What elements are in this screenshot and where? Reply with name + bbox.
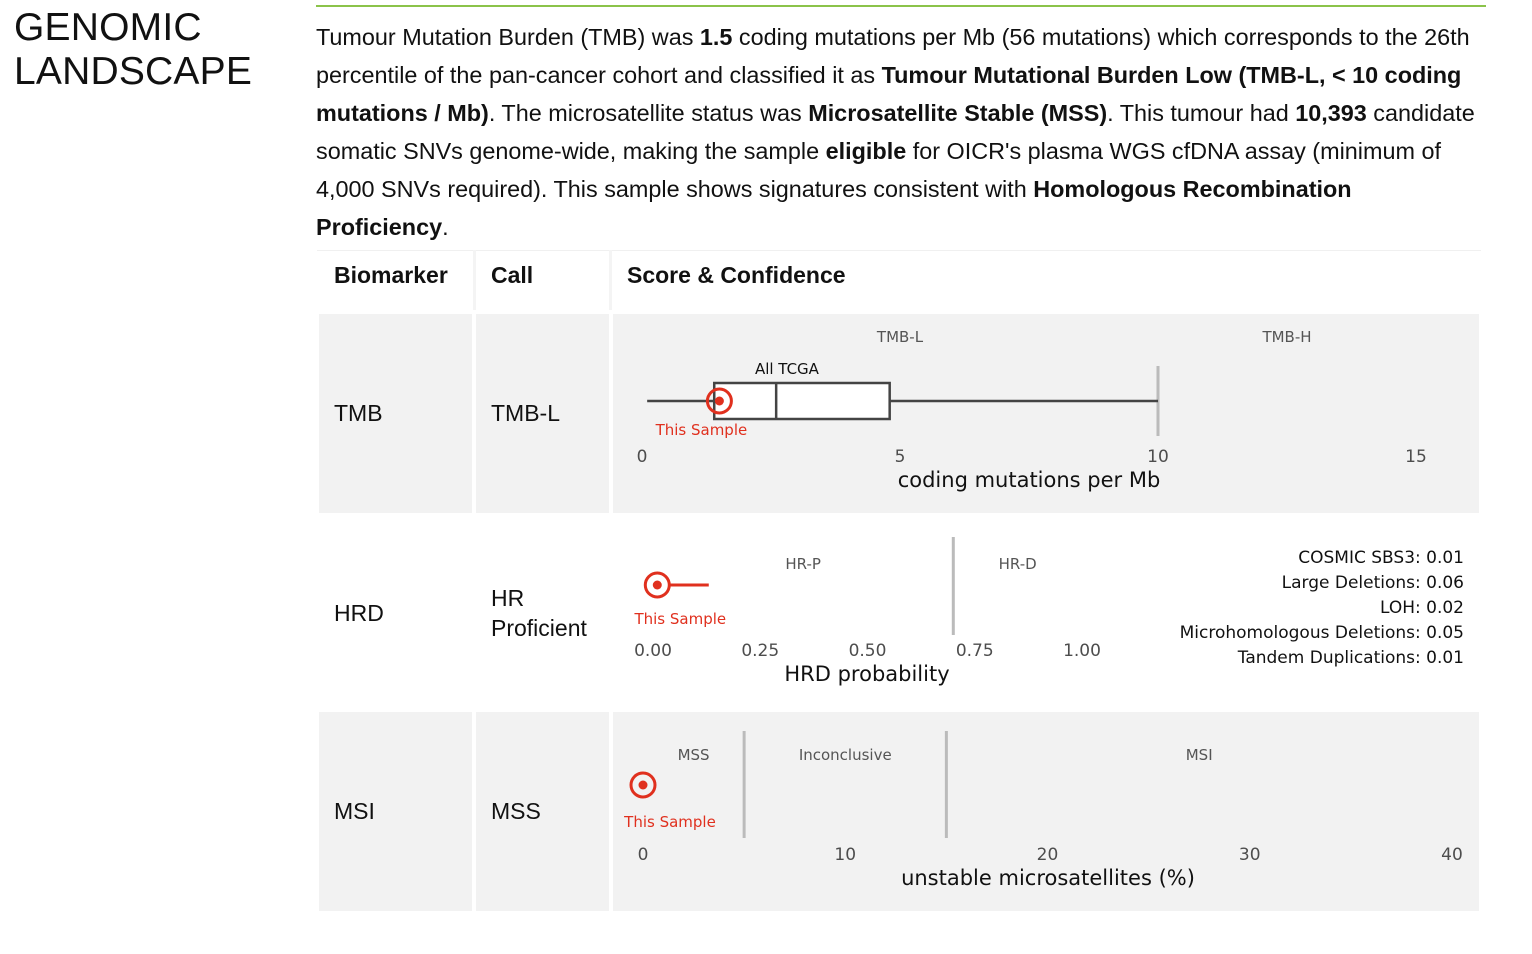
msi-sample-ring (629, 771, 657, 799)
hrd-sample-point (652, 580, 662, 590)
region-label: MSS (678, 746, 710, 764)
row-msi-score-cell (613, 712, 1479, 911)
x-axis-label: HRD probability (784, 662, 949, 686)
snv-count: 10,393 (1295, 100, 1367, 126)
x-tick-label: 0.50 (849, 641, 887, 661)
section-title: GENOMIC LANDSCAPE (14, 6, 252, 94)
summary-text: . (442, 214, 449, 240)
msi-sample-point (638, 780, 648, 790)
section-divider (316, 5, 1486, 7)
summary-text: for OICR's plasma WGS cfDNA assay (minim… (316, 138, 1441, 202)
msi-chart: MSS Inconclusive MSI This Sample 0 10 20 30 40 un… (623, 731, 1463, 890)
x-tick-label: 15 (1405, 447, 1427, 467)
msi-classification: Microsatellite Stable (MSS) (808, 100, 1108, 126)
x-tick-label: 1.00 (1063, 641, 1101, 661)
header-call: Call (491, 262, 534, 288)
header-top-border (317, 250, 1481, 251)
row-hrd-call-line1: HR (491, 585, 525, 611)
hrd-chart: HR-P HR-D This Sample 0.00 0.25 0.50 0.75 1.00 H… (633, 537, 1464, 686)
tmb-sample-point (714, 396, 724, 406)
eligibility-status: eligible (825, 138, 907, 164)
row-hrd-call-line2: Proficient (491, 615, 587, 641)
signature-annotation: Tandem Duplications: 0.01 (1237, 648, 1464, 668)
row-tmb-biomarker: TMB (334, 400, 383, 426)
signature-annotation: Large Deletions: 0.06 (1282, 573, 1464, 593)
summary-text: coding mutations per Mb (56 mutations) w… (316, 24, 1470, 88)
header-divider (609, 250, 612, 310)
summary-paragraph: Tumour Mutation Burden (TMB) was 1.5 cod… (316, 18, 1488, 246)
row-msi-call: MSS (491, 798, 541, 824)
row-tmb-biomarker-cell (319, 314, 472, 513)
row-tmb-call: TMB-L (491, 400, 560, 426)
sample-label: This Sample (655, 421, 748, 439)
x-tick-label: 10 (834, 845, 856, 865)
tmb-chart: TMB-L TMB-H All TCGA This Sample 0 5 10 15 codin… (637, 328, 1427, 492)
row-msi-call-cell (476, 712, 609, 911)
region-label: TMB-L (876, 328, 924, 346)
hr-classification: Homologous Recombination Proficiency (316, 176, 1352, 240)
x-tick-label: 10 (1147, 447, 1169, 467)
x-axis-label: coding mutations per Mb (898, 468, 1161, 492)
region-label: HR-D (999, 555, 1037, 573)
summary-text: . This tumour had (1107, 100, 1296, 126)
sample-label: This Sample (633, 610, 726, 628)
cohort-label: All TCGA (755, 360, 820, 378)
x-axis-label: unstable microsatellites (%) (901, 866, 1195, 890)
signature-annotation: Microhomologous Deletions: 0.05 (1180, 623, 1464, 643)
region-label: MSI (1186, 746, 1213, 764)
header-score: Score & Confidence (627, 262, 846, 288)
section-title-line2: LANDSCAPE (14, 50, 253, 93)
header-divider (473, 250, 476, 310)
row-msi-biomarker: MSI (334, 798, 375, 824)
row-hrd-call: HR Proficient (491, 583, 587, 643)
x-tick-label: 5 (895, 447, 906, 467)
region-label: TMB-H (1261, 328, 1311, 346)
summary-text: candidate somatic SNVs genome-wide, maki… (316, 100, 1475, 164)
tmb-classification: Tumour Mutational Burden Low (TMB-L, < 1… (316, 62, 1462, 126)
sample-label: This Sample (623, 813, 716, 831)
summary-text: . The microsatellite status was (488, 100, 809, 126)
region-label: Inconclusive (799, 746, 892, 764)
region-label: HR-P (785, 555, 821, 573)
x-tick-label: 0.00 (634, 641, 672, 661)
header-biomarker: Biomarker (334, 262, 448, 288)
x-tick-label: 0 (637, 447, 648, 467)
tmb-value: 1.5 (699, 24, 733, 50)
row-msi-biomarker-cell (319, 712, 472, 911)
row-tmb-call-cell (476, 314, 609, 513)
x-tick-label: 0.75 (956, 641, 994, 661)
x-tick-label: 40 (1441, 845, 1463, 865)
summary-text: Tumour Mutation Burden (TMB) was (316, 24, 700, 50)
section-title-line1: GENOMIC (14, 6, 202, 49)
signature-annotation: LOH: 0.02 (1380, 598, 1464, 618)
x-tick-label: 0.25 (741, 641, 779, 661)
row-hrd-biomarker: HRD (334, 600, 384, 626)
signature-annotation: COSMIC SBS3: 0.01 (1298, 548, 1464, 568)
x-tick-label: 20 (1037, 845, 1059, 865)
tmb-sample-ring (705, 387, 733, 415)
x-tick-label: 0 (638, 845, 649, 865)
cohort-box (712, 381, 891, 421)
x-tick-label: 30 (1239, 845, 1261, 865)
